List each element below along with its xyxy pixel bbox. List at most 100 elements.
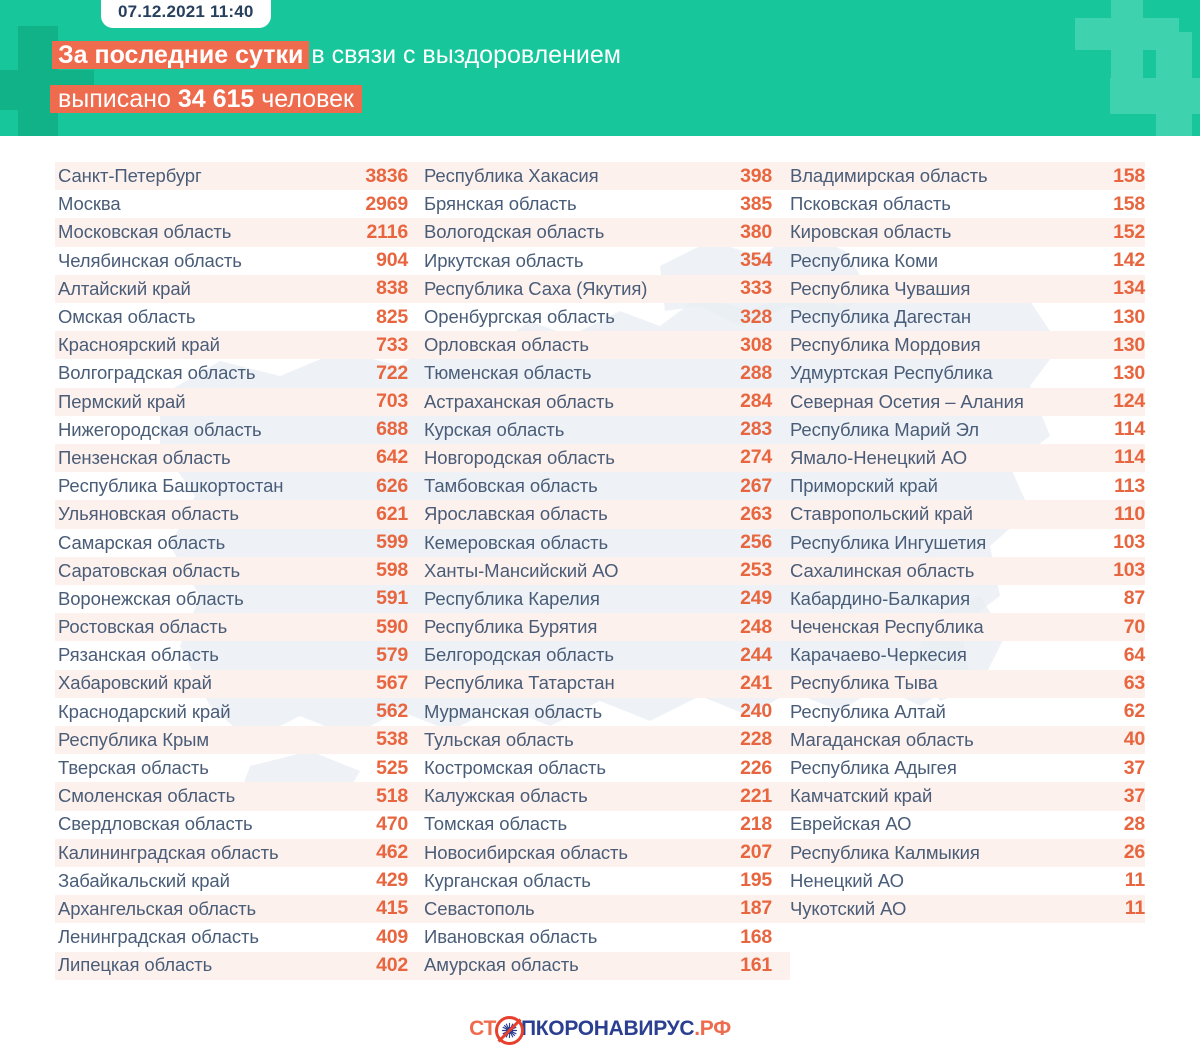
region-value: 470 xyxy=(376,812,408,835)
region-name: Приморский край xyxy=(790,475,938,497)
region-name: Новгородская область xyxy=(424,446,615,468)
region-name: Чукотский АО xyxy=(790,897,907,919)
table-row: Костромская область 226 xyxy=(424,754,772,782)
region-value: 40 xyxy=(1123,728,1145,751)
region-value: 158 xyxy=(1113,164,1145,187)
table-row: Кемеровская область 256 xyxy=(424,528,772,556)
table-row: Архангельская область 415 xyxy=(58,895,408,923)
region-name: Курская область xyxy=(424,418,565,440)
region-name: Москва xyxy=(58,193,121,215)
region-name: Липецкая область xyxy=(58,954,213,976)
region-name: Республика Тыва xyxy=(790,672,938,694)
table-row: Республика Хакасия 398 xyxy=(424,162,772,190)
region-value: 218 xyxy=(740,812,772,835)
region-name: Смоленская область xyxy=(58,785,236,807)
region-value: 240 xyxy=(740,700,772,723)
region-name: Республика Крым xyxy=(58,728,209,750)
region-value: 525 xyxy=(376,756,408,779)
region-value: 64 xyxy=(1123,643,1145,666)
table-row: Еврейская АО 28 xyxy=(790,810,1145,838)
region-name: Самарская область xyxy=(58,531,226,553)
region-value: 124 xyxy=(1113,390,1145,413)
region-value: 256 xyxy=(740,531,772,554)
header-headline: За последние сутки в связи с выздоровлени… xyxy=(58,38,621,125)
table-row: Ленинградская область 409 xyxy=(58,923,408,951)
region-value: 825 xyxy=(376,305,408,328)
region-name: Республика Ингушетия xyxy=(790,531,987,553)
region-value: 621 xyxy=(376,502,408,525)
table-row: Чеченская Республика 70 xyxy=(790,613,1145,641)
region-name: Республика Карелия xyxy=(424,587,600,609)
logo-text-part1: СТ xyxy=(469,1017,496,1040)
region-value: 3836 xyxy=(365,164,408,187)
region-value: 722 xyxy=(376,361,408,384)
region-value: 703 xyxy=(376,390,408,413)
headline-suffix: человек xyxy=(261,84,354,113)
stopkoronavirus-logo[interactable]: СТ ПКОРОНАВИРУС .РФ xyxy=(469,1015,731,1045)
region-value: 562 xyxy=(376,700,408,723)
page-header: 07.12.2021 11:40 За последние сутки в свя… xyxy=(0,0,1200,136)
table-row: Тульская область 228 xyxy=(424,726,772,754)
headline-line-2: выписано 34 615 человек xyxy=(58,82,621,118)
row-stripe xyxy=(55,895,1145,924)
region-value: 114 xyxy=(1114,418,1145,441)
table-row: Ямало-Ненецкий АО 114 xyxy=(790,444,1145,472)
date-badge: 07.12.2021 11:40 xyxy=(101,0,271,28)
table-row: Ивановская область 168 xyxy=(424,923,772,951)
region-value: 228 xyxy=(740,728,772,751)
region-value: 11 xyxy=(1124,869,1145,892)
region-value: 62 xyxy=(1123,700,1145,723)
table-row: Санкт-Петербург 3836 xyxy=(58,162,408,190)
region-name: Северная Осетия – Алания xyxy=(790,390,1024,412)
region-name: Республика Дагестан xyxy=(790,306,971,328)
region-value: 249 xyxy=(740,587,772,610)
table-row: Челябинская область 904 xyxy=(58,247,408,275)
table-row: Томская область 218 xyxy=(424,810,772,838)
table-row: Республика Алтай 62 xyxy=(790,698,1145,726)
table-row: Чукотский АО 11 xyxy=(790,895,1145,923)
table-row: Республика Тыва 63 xyxy=(790,669,1145,697)
region-value: 226 xyxy=(740,756,772,779)
table-row: Курская область 283 xyxy=(424,416,772,444)
region-name: Республика Алтай xyxy=(790,700,946,722)
stop-virus-icon xyxy=(495,1015,524,1045)
table-row: Курганская область 195 xyxy=(424,867,772,895)
region-name: Ростовская область xyxy=(58,616,228,638)
region-value: 333 xyxy=(740,277,772,300)
region-value: 152 xyxy=(1113,220,1145,243)
table-row: Иркутская область 354 xyxy=(424,247,772,275)
region-name: Калининградская область xyxy=(58,841,279,863)
region-value: 402 xyxy=(376,953,408,976)
region-value: 328 xyxy=(740,305,772,328)
region-value: 283 xyxy=(740,418,772,441)
region-name: Ханты-Мансийский АО xyxy=(424,559,619,581)
region-value: 354 xyxy=(740,249,772,272)
region-name: Кемеровская область xyxy=(424,531,609,553)
region-value: 267 xyxy=(740,474,772,497)
region-name: Республика Адыгея xyxy=(790,757,957,779)
region-value: 398 xyxy=(740,164,772,187)
region-name: Новосибирская область xyxy=(424,841,628,863)
region-value: 87 xyxy=(1123,587,1145,610)
region-name: Республика Калмыкия xyxy=(790,841,980,863)
region-name: Орловская область xyxy=(424,334,589,356)
table-row: Республика Татарстан 241 xyxy=(424,669,772,697)
region-value: 733 xyxy=(376,333,408,356)
region-name: Ярославская область xyxy=(424,503,608,525)
region-value: 28 xyxy=(1123,812,1145,835)
region-value: 409 xyxy=(376,925,408,948)
region-value: 37 xyxy=(1123,756,1145,779)
region-name: Республика Марий Эл xyxy=(790,418,979,440)
row-stripe xyxy=(55,782,1145,811)
region-name: Карачаево-Черкесия xyxy=(790,644,967,666)
table-row: Калужская область 221 xyxy=(424,782,772,810)
headline-highlight-2: выписано 34 615 человек xyxy=(58,84,354,113)
region-value: 590 xyxy=(376,615,408,638)
region-name: Пермский край xyxy=(58,390,186,412)
table-row: Камчатский край 37 xyxy=(790,782,1145,810)
table-row: Свердловская область 470 xyxy=(58,810,408,838)
region-name: Свердловская область xyxy=(58,813,253,835)
table-row: Нижегородская область 688 xyxy=(58,416,408,444)
region-value: 110 xyxy=(1114,502,1145,525)
table-row: Мурманская область 240 xyxy=(424,698,772,726)
